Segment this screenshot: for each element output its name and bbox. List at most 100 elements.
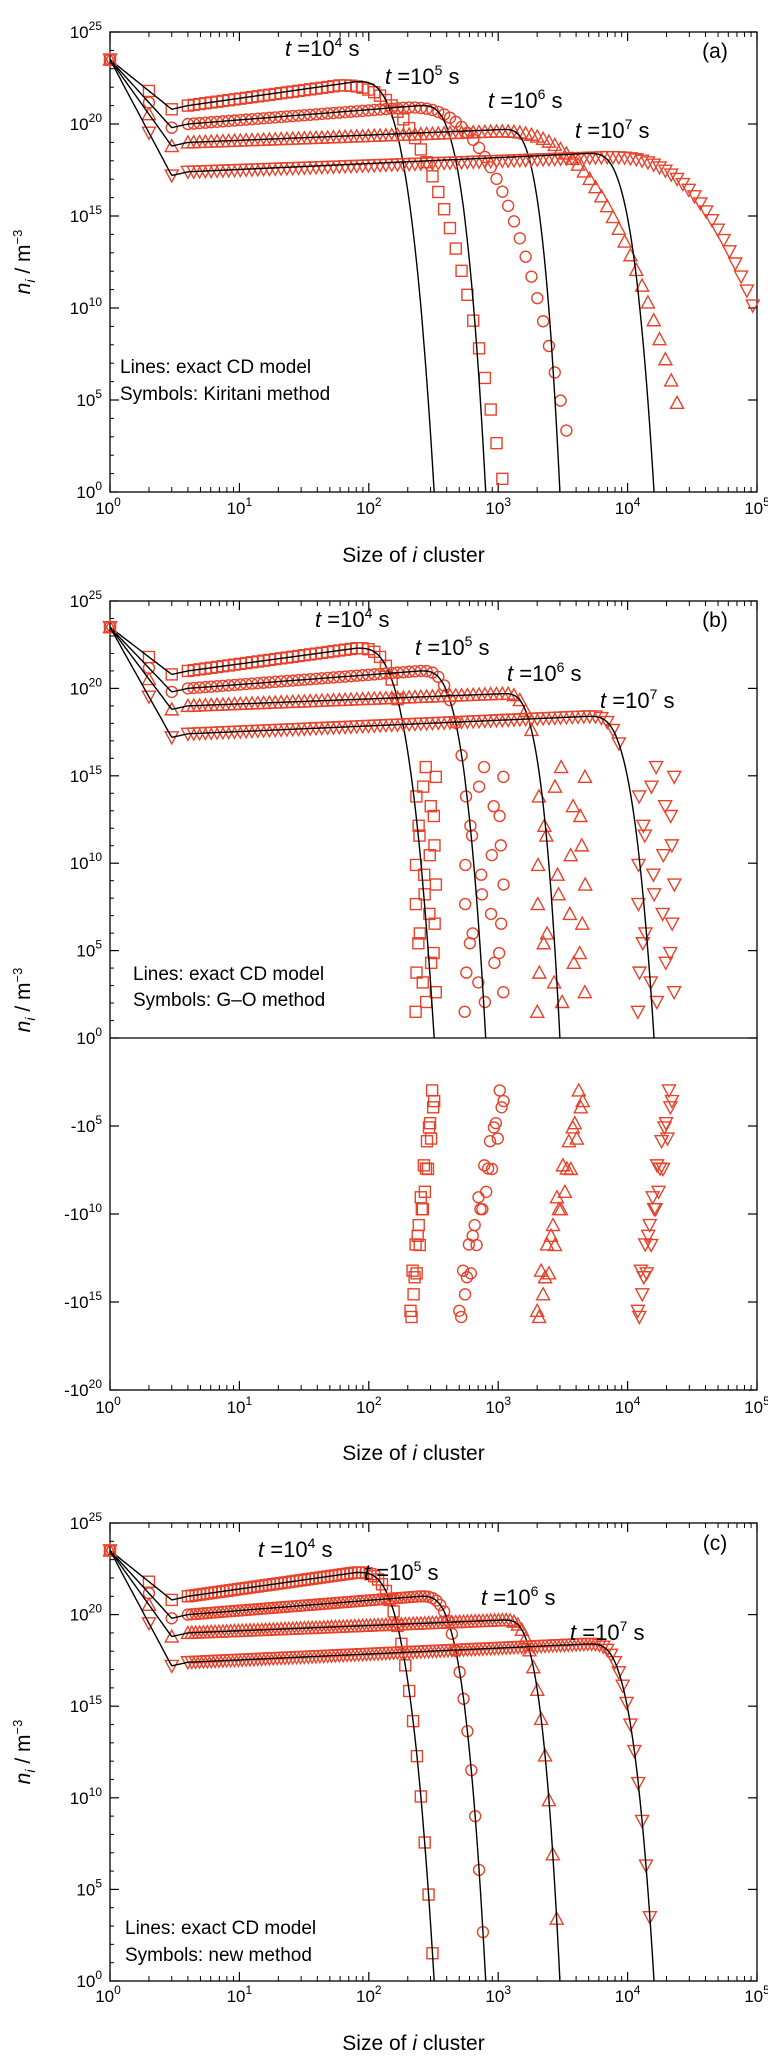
y-tick-label: 100 (76, 1025, 102, 1048)
symbol-marker (557, 1183, 573, 1199)
symbol-marker (574, 915, 590, 930)
time-label: t =107 s (570, 1618, 644, 1645)
symbol-marker (424, 800, 437, 813)
symbol-marker (428, 917, 441, 930)
symbol-marker (468, 1218, 481, 1232)
symbol-marker (475, 888, 489, 901)
symbol-marker (525, 270, 538, 283)
symbol-marker (434, 1598, 447, 1612)
symbol-marker (406, 1264, 419, 1277)
x-tick-label: 104 (615, 1394, 641, 1417)
symbol-marker (417, 1159, 431, 1172)
symbol-marker (531, 291, 544, 305)
symbol-marker (472, 976, 485, 989)
x-axis-label: Size of i cluster (342, 544, 484, 567)
symbol-marker (549, 866, 566, 881)
symbol-marker (646, 888, 662, 903)
symbol-marker (663, 372, 679, 387)
symbol-marker (487, 800, 500, 813)
y-tick-label: 1020 (70, 111, 103, 134)
symbol-marker (636, 1271, 652, 1286)
symbol-marker (426, 1101, 440, 1114)
symbol-marker (657, 351, 674, 366)
time-label: t =106 s (488, 86, 562, 113)
symbol-marker (563, 1161, 579, 1176)
symbol-marker (525, 1659, 542, 1674)
y-tick-label: 1020 (70, 675, 103, 698)
annotation-line: Symbols: new method (125, 1945, 312, 1966)
symbol-marker (460, 1271, 474, 1284)
symbol-marker (459, 858, 472, 872)
symbol-marker (648, 760, 664, 776)
symbol-marker (420, 1135, 434, 1148)
symbol-marker (531, 964, 547, 979)
y-tick-label-negative: -1015 (64, 1289, 102, 1312)
symbol-marker (547, 1237, 563, 1252)
symbol-marker (410, 1267, 423, 1280)
symbol-marker (501, 199, 515, 213)
symbol-marker (572, 808, 589, 823)
symbol-marker (547, 778, 563, 793)
symbol-marker (611, 1666, 627, 1681)
symbol-marker (529, 1003, 545, 1018)
symbol-marker (626, 1744, 643, 1760)
symbol-marker (657, 164, 674, 179)
symbol-marker (721, 245, 738, 260)
symbol-marker (640, 1229, 656, 1244)
symbol-marker (405, 1310, 418, 1324)
symbol-marker (643, 976, 659, 991)
symbol-marker (715, 233, 732, 249)
symbol-marker (618, 1696, 635, 1711)
x-tick-label: 100 (95, 495, 121, 518)
exact-cd-line (109, 59, 561, 493)
symbol-marker (572, 945, 588, 960)
symbol-marker (704, 213, 720, 229)
symbol-marker (416, 1203, 430, 1216)
symbol-marker (458, 1005, 471, 1018)
x-tick-label: 105 (744, 1983, 768, 2006)
symbol-marker (669, 394, 685, 410)
symbol-marker (424, 1132, 438, 1145)
series-triangle-up: t =106 s (102, 619, 593, 1324)
symbol-marker (493, 809, 506, 823)
symbol-marker (408, 101, 422, 114)
y-tick-label: 105 (76, 387, 102, 410)
symbol-marker (429, 770, 443, 784)
symbol-marker (666, 986, 682, 1001)
symbol-marker (631, 966, 648, 981)
symbol-marker (634, 1288, 650, 1303)
symbol-marker (531, 788, 547, 803)
series-circle: t =105 s (103, 1544, 490, 1982)
symbols (103, 1544, 490, 1939)
symbol-marker (395, 1637, 408, 1650)
symbol-marker (412, 937, 425, 950)
symbol-marker (427, 809, 441, 823)
symbol-marker (611, 220, 627, 236)
symbol-marker (666, 878, 683, 893)
symbol-marker (495, 1101, 508, 1114)
time-label: t =105 s (415, 633, 489, 660)
annotation-line: Lines: exact CD model (125, 1918, 316, 1939)
time-label: t =105 s (364, 1558, 438, 1585)
symbol-marker (616, 233, 633, 248)
symbol-marker (497, 878, 510, 891)
symbol-marker (710, 223, 726, 238)
exact-cd-line (109, 1550, 561, 1982)
symbol-marker (605, 209, 621, 224)
symbol-marker (467, 133, 480, 147)
symbol-marker (402, 1684, 416, 1698)
x-tick-label: 101 (227, 1394, 253, 1417)
symbol-marker (686, 190, 703, 205)
symbol-marker (141, 1617, 157, 1632)
symbol-marker (545, 1217, 561, 1232)
symbol-marker (513, 232, 527, 245)
symbol-marker (467, 314, 480, 327)
symbol-marker (553, 1201, 569, 1216)
y-axis-label: ni / m−3 (10, 1720, 38, 1785)
y-tick-label: 1015 (70, 1693, 103, 1716)
symbol-marker (141, 106, 157, 121)
symbol-marker (640, 156, 656, 171)
symbol-marker (655, 907, 671, 922)
y-tick-label: 100 (76, 1968, 102, 1991)
